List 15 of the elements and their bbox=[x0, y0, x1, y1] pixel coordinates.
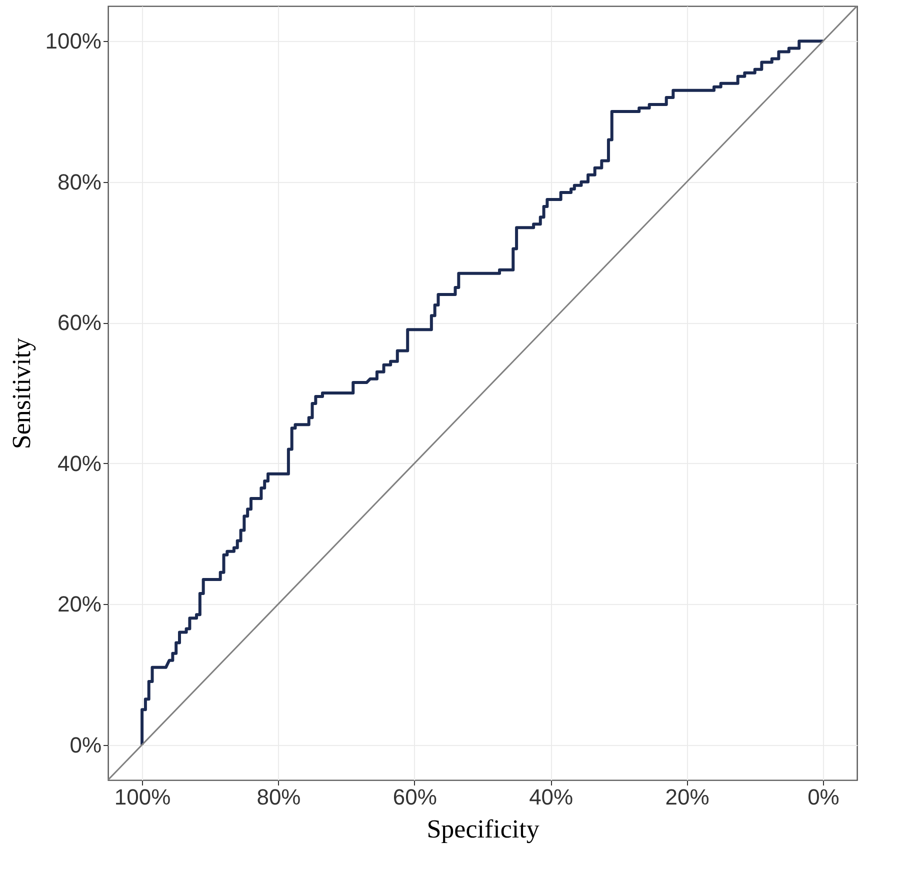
y-tick-label: 40% bbox=[57, 450, 102, 476]
y-tick-label: 80% bbox=[57, 169, 102, 194]
x-tick-label: 0% bbox=[808, 784, 840, 810]
y-tick-label: 60% bbox=[57, 310, 102, 336]
line-series bbox=[140, 40, 824, 746]
x-tick-label: 100% bbox=[114, 784, 171, 810]
y-tick-label: 20% bbox=[57, 592, 102, 617]
y-tick-label: 0% bbox=[70, 732, 102, 758]
y-axis-title: Sensitivity bbox=[7, 338, 36, 450]
x-axis-title: Specificity bbox=[426, 814, 540, 844]
x-tick-label: 20% bbox=[665, 784, 710, 810]
x-tick-label: 80% bbox=[256, 784, 301, 810]
y-tick-label: 100% bbox=[45, 28, 102, 54]
x-tick-label: 40% bbox=[529, 784, 574, 810]
x-tick-label: 60% bbox=[392, 784, 437, 810]
